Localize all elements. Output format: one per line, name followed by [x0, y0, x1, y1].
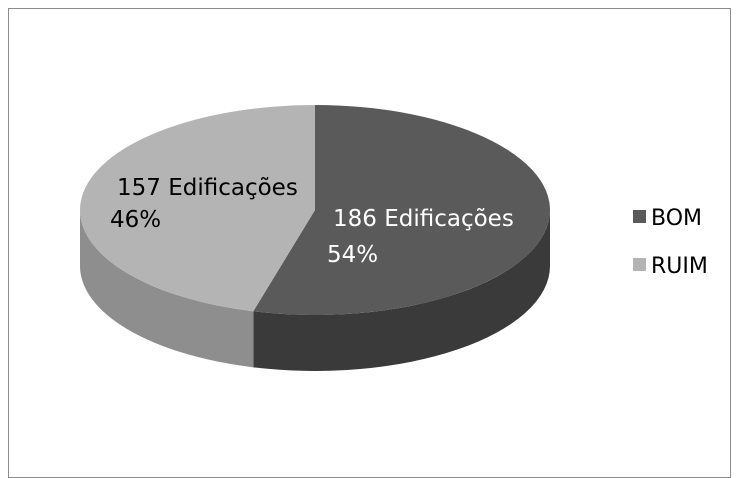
slice-label-bom-value: 186 Edificações: [333, 206, 514, 232]
pie-slices: [79, 105, 551, 371]
slice-label-ruim-percent: 46%: [110, 207, 161, 233]
pie-side-bom: [253, 210, 550, 371]
slice-label-ruim-value: 157 Edificações: [117, 175, 298, 201]
legend-label-bom: BOM: [651, 206, 702, 231]
slice-label-bom-percent: 54%: [327, 242, 378, 268]
legend-swatch-bom: [633, 210, 646, 223]
pie-side-ruim: [79, 210, 254, 368]
legend-label-ruim: RUIM: [651, 254, 708, 279]
legend: BOM RUIM: [633, 206, 708, 279]
legend-swatch-ruim: [633, 258, 646, 271]
pie-chart: 157 Edificações 46% 186 Edificações 54% …: [79, 105, 708, 371]
pie-slice-bom: [253, 105, 551, 315]
pie-slice-ruim: [80, 105, 316, 312]
